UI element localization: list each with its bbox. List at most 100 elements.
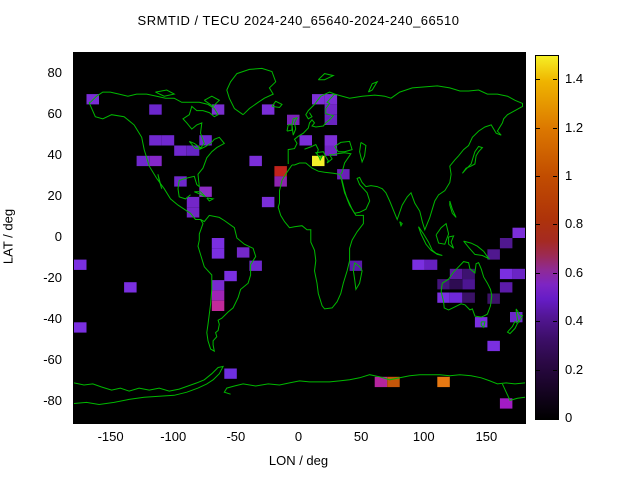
colorbar-tick-mark — [536, 224, 540, 226]
coastline — [194, 191, 206, 198]
tecu-cell — [236, 247, 250, 258]
coastline — [286, 124, 293, 132]
tecu-cell — [249, 260, 262, 271]
tecu-cell — [312, 155, 325, 167]
tecu-cell — [211, 300, 225, 311]
colorbar-tick-mark — [536, 176, 540, 177]
coastline — [223, 374, 525, 395]
tecu-cell — [487, 249, 500, 260]
colorbar-tick-label: 1.2 — [565, 119, 584, 135]
coastline — [448, 235, 455, 249]
plot-title: SRMTID / TECU 2024-240_65640-2024-240_66… — [137, 13, 460, 28]
y-tick-label: -60 — [43, 352, 62, 368]
colorbar-tick-mark — [536, 127, 540, 129]
tecu-cell — [349, 260, 363, 271]
tecu-cell — [149, 135, 162, 146]
tecu-cell — [199, 186, 212, 197]
coastline — [352, 262, 363, 291]
tecu-cell — [186, 207, 200, 218]
coastline — [359, 141, 367, 164]
coastline — [74, 365, 225, 406]
x-axis-title: LON / deg — [268, 453, 329, 468]
colorbar-tick-mark — [553, 176, 557, 177]
coastline — [206, 197, 215, 202]
tecu-cell — [449, 268, 463, 280]
coastline — [287, 91, 336, 164]
tecu-cell — [374, 376, 388, 388]
colorbar-tick-label: 0 — [565, 410, 573, 425]
tecu-cell — [512, 268, 525, 280]
tecu-cell — [412, 259, 425, 270]
colorbar-tick-label: 0.4 — [565, 313, 584, 329]
coastline — [226, 67, 277, 116]
colorbar — [535, 55, 559, 420]
coastline — [506, 320, 519, 335]
colorbar-tick-label: 1 — [565, 168, 573, 183]
coastline — [89, 91, 226, 200]
coastline — [501, 383, 525, 401]
colorbar-tick-mark — [536, 418, 540, 419]
colorbar-tick-mark — [553, 224, 557, 226]
x-tick-label: 50 — [353, 429, 369, 444]
tecu-cell — [261, 196, 275, 208]
tecu-cell — [499, 238, 513, 249]
tecu-cell — [437, 376, 450, 388]
coastline — [440, 261, 493, 318]
coastline — [88, 102, 201, 220]
tecu-cell — [324, 145, 338, 156]
coastline — [197, 214, 257, 353]
coastline — [399, 221, 403, 227]
tecu-cell — [136, 155, 150, 167]
tecu-cell — [449, 292, 463, 303]
x-tick-label: 150 — [475, 429, 498, 444]
tecu-cell — [324, 94, 338, 105]
y-tick-label: 60 — [47, 105, 62, 121]
y-tick-label: 80 — [47, 64, 62, 80]
tecu-cell — [186, 196, 200, 208]
colorbar-tick-label: 0.6 — [565, 264, 584, 280]
world-heatmap-svg — [74, 67, 525, 409]
y-tick-label: 0 — [54, 229, 62, 244]
colorbar-tick-label: 0.2 — [565, 361, 584, 377]
colorbar-tick-mark — [536, 321, 540, 323]
tecu-cell — [211, 248, 225, 259]
coastline — [204, 95, 221, 108]
tecu-cell — [462, 292, 475, 303]
tecu-cell — [274, 166, 287, 177]
tecu-cell — [161, 135, 175, 146]
coastline — [367, 80, 379, 93]
colorbar-tick-mark — [536, 79, 540, 81]
tecu-cell — [449, 279, 463, 290]
tecu-cell — [211, 104, 225, 115]
x-tick-label: 100 — [412, 429, 435, 444]
tecu-cell — [124, 282, 137, 293]
coastline — [461, 145, 484, 174]
map-plot-area — [73, 52, 526, 424]
coastline — [418, 226, 443, 256]
tecu-cell — [337, 169, 350, 180]
tecu-cell — [199, 135, 212, 146]
coastline — [188, 140, 202, 150]
tecu-cell — [174, 176, 187, 187]
coastline — [515, 308, 524, 324]
y-tick-label: -20 — [43, 270, 62, 286]
tecu-cell — [437, 279, 450, 290]
tecu-cell — [249, 155, 262, 167]
colorbar-tick-label: 0.8 — [565, 216, 584, 232]
x-tick-label: -50 — [226, 429, 246, 444]
tecu-cell — [487, 293, 500, 304]
colorbar-tick-mark — [536, 369, 540, 371]
x-tick-label: -150 — [97, 429, 124, 444]
tecu-cell — [387, 376, 400, 388]
coastline — [317, 73, 335, 81]
coastline — [449, 200, 457, 218]
coastline — [157, 174, 163, 189]
tecu-cell — [274, 176, 287, 187]
tecu-cell — [324, 104, 338, 115]
tecu-cell — [462, 268, 475, 280]
y-tick-label: 20 — [47, 187, 62, 203]
x-tick-label: 0 — [294, 429, 303, 444]
tecu-cell — [499, 268, 513, 280]
tecu-cell — [437, 292, 450, 303]
tecu-cell — [512, 227, 525, 238]
